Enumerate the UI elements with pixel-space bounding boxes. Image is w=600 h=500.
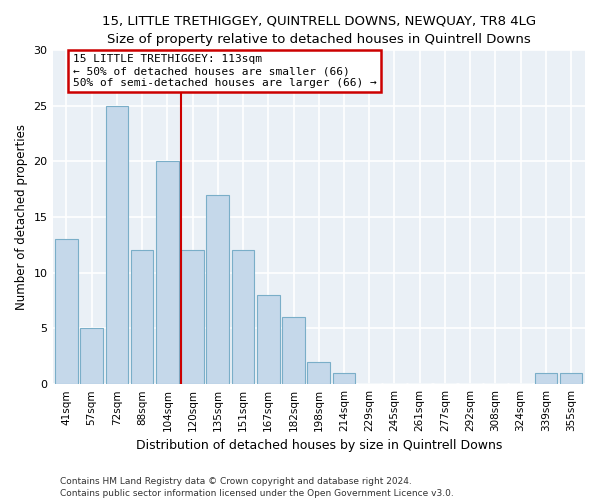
Bar	[55, 240, 78, 384]
Bar	[181, 250, 204, 384]
Bar	[131, 250, 154, 384]
Text: 15 LITTLE TRETHIGGEY: 113sqm
← 50% of detached houses are smaller (66)
50% of se: 15 LITTLE TRETHIGGEY: 113sqm ← 50% of de…	[73, 54, 376, 88]
Text: Contains HM Land Registry data © Crown copyright and database right 2024.
Contai: Contains HM Land Registry data © Crown c…	[60, 476, 454, 498]
Y-axis label: Number of detached properties: Number of detached properties	[15, 124, 28, 310]
Bar	[282, 318, 305, 384]
Bar	[156, 162, 179, 384]
Title: 15, LITTLE TRETHIGGEY, QUINTRELL DOWNS, NEWQUAY, TR8 4LG
Size of property relati: 15, LITTLE TRETHIGGEY, QUINTRELL DOWNS, …	[102, 15, 536, 46]
Bar	[560, 373, 583, 384]
Bar	[535, 373, 557, 384]
Bar	[332, 373, 355, 384]
Bar	[232, 250, 254, 384]
Bar	[80, 328, 103, 384]
Bar	[307, 362, 330, 384]
Bar	[106, 106, 128, 384]
Bar	[257, 295, 280, 384]
Bar	[206, 195, 229, 384]
X-axis label: Distribution of detached houses by size in Quintrell Downs: Distribution of detached houses by size …	[136, 440, 502, 452]
